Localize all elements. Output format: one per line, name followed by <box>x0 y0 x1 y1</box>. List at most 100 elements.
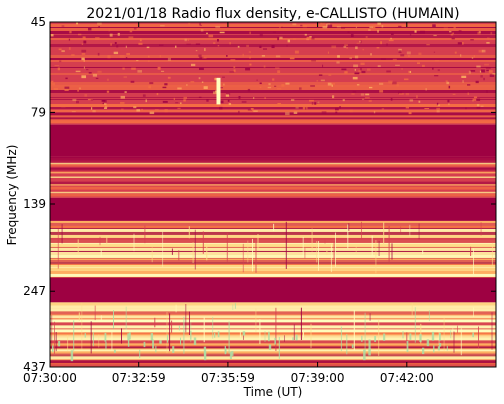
band-5-row <box>50 228 496 232</box>
flicker-1 <box>411 303 413 316</box>
flicker-1 <box>90 321 92 354</box>
speckle <box>199 22 201 26</box>
speckle <box>250 108 254 110</box>
peak-mark <box>193 337 197 345</box>
speckle <box>188 22 191 26</box>
band-7-row <box>50 354 496 357</box>
speckle <box>354 68 357 71</box>
speckle <box>226 55 228 57</box>
peak-mark <box>406 341 409 352</box>
speckle <box>358 70 361 73</box>
band-7-row <box>50 315 496 319</box>
flicker-0 <box>418 223 420 240</box>
flicker-0 <box>202 231 204 254</box>
speckle <box>71 54 75 56</box>
speckle <box>346 47 348 49</box>
speckle <box>381 108 385 110</box>
band-0-row <box>50 110 496 112</box>
flicker-1 <box>378 320 380 356</box>
band-3-row <box>50 181 496 185</box>
band-7-row <box>50 335 496 338</box>
speckle <box>81 43 84 45</box>
speckle <box>82 36 86 40</box>
band-6 <box>50 277 496 303</box>
speckle <box>183 99 186 102</box>
band-7-row <box>50 349 496 352</box>
peak-mark <box>439 332 441 341</box>
speckle <box>117 32 120 36</box>
speckle <box>486 69 490 72</box>
interference-line <box>50 162 496 165</box>
speckle <box>406 51 411 55</box>
speckle <box>246 44 249 48</box>
speckle <box>316 80 319 82</box>
speckle <box>356 84 360 86</box>
speckle <box>103 103 107 105</box>
speckle <box>354 55 359 59</box>
speckle <box>392 58 397 61</box>
band-0-row <box>50 104 496 107</box>
speckle <box>373 110 376 114</box>
speckle <box>310 37 315 40</box>
peak-mark <box>70 350 74 362</box>
speckle <box>420 30 425 34</box>
speckle <box>61 104 66 108</box>
band-3-row <box>50 178 496 182</box>
speckle <box>275 55 281 58</box>
speckle <box>51 82 56 86</box>
band-0-row <box>50 75 496 77</box>
speckle <box>311 59 316 62</box>
flicker-0 <box>347 224 349 249</box>
flicker-0 <box>257 234 259 251</box>
speckle <box>61 50 65 53</box>
speckle <box>304 33 307 36</box>
speckle <box>368 99 372 102</box>
speckle <box>175 102 179 104</box>
peak-mark <box>113 349 116 353</box>
flicker-1 <box>259 319 261 344</box>
band-7-row <box>50 345 496 347</box>
band-0-row <box>50 71 496 73</box>
speckle <box>461 75 467 78</box>
speckle <box>322 26 328 29</box>
band-5-row <box>50 258 496 260</box>
speckle <box>452 32 455 34</box>
speckle <box>187 38 190 41</box>
band-0-row <box>50 99 496 100</box>
speckle <box>219 87 224 89</box>
speckle <box>107 55 111 59</box>
speckle <box>59 60 62 63</box>
speckle <box>72 98 77 102</box>
flicker-0 <box>383 222 385 247</box>
speckle <box>219 31 225 34</box>
speckle <box>88 28 92 31</box>
band-0-row <box>50 90 496 93</box>
speckle <box>57 67 61 71</box>
flicker-0 <box>333 240 335 260</box>
speckle <box>291 99 295 102</box>
peak-mark <box>422 347 425 355</box>
speckle <box>81 49 87 53</box>
peak-mark <box>52 345 54 353</box>
peak-mark <box>268 344 272 350</box>
speckle <box>376 47 380 49</box>
speckle <box>321 111 327 114</box>
flicker-0 <box>133 233 135 252</box>
speckle <box>436 107 440 111</box>
peak-mark <box>231 351 234 356</box>
speckle <box>84 94 88 97</box>
flicker-1 <box>453 331 455 353</box>
flicker-0 <box>326 250 328 256</box>
flicker-1 <box>175 304 177 313</box>
band-0-row <box>50 100 496 103</box>
speckle <box>390 98 393 101</box>
speckle <box>58 48 62 51</box>
band-0-row <box>50 27 496 28</box>
speckle <box>335 111 338 114</box>
speckle <box>344 71 348 74</box>
speckle <box>476 104 480 107</box>
flicker-1 <box>185 304 187 333</box>
flicker-0 <box>348 223 350 231</box>
speckle <box>321 22 326 24</box>
speckle <box>88 72 92 74</box>
